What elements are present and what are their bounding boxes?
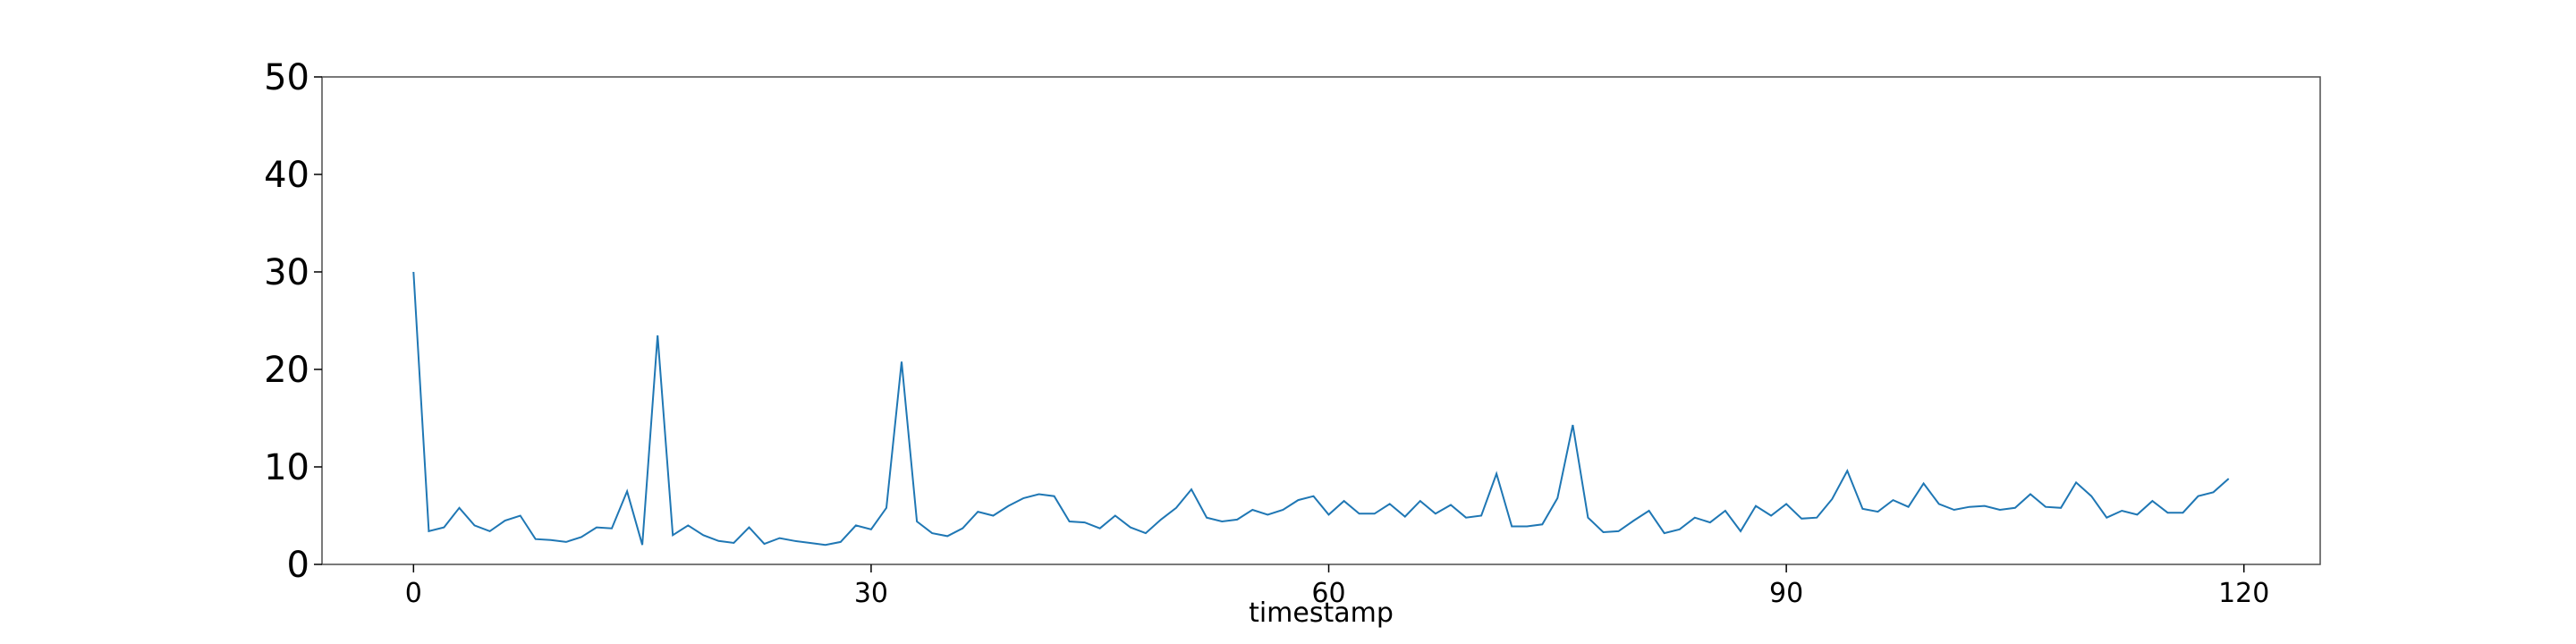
x-tick-label: 60 bbox=[1311, 578, 1345, 609]
y-axis: 0 10 20 30 40 50 bbox=[264, 57, 322, 586]
x-tick-label: 90 bbox=[1769, 578, 1803, 609]
x-axis-title: timestamp bbox=[1249, 597, 1394, 629]
plot-area bbox=[321, 76, 2321, 565]
series-line bbox=[412, 271, 2230, 547]
x-tick-label: 120 bbox=[2218, 578, 2269, 609]
y-tick-label: 0 bbox=[287, 545, 309, 586]
x-tick-label: 30 bbox=[854, 578, 888, 609]
x-axis: 0 30 60 90 120 bbox=[405, 564, 2269, 609]
y-tick-label: 20 bbox=[264, 350, 309, 391]
x-tick-label: 0 bbox=[405, 578, 422, 609]
y-tick-label: 40 bbox=[264, 155, 309, 196]
y-tick-label: 30 bbox=[264, 252, 309, 293]
y-tick-label: 10 bbox=[264, 447, 309, 488]
y-tick-label: 50 bbox=[264, 57, 309, 98]
